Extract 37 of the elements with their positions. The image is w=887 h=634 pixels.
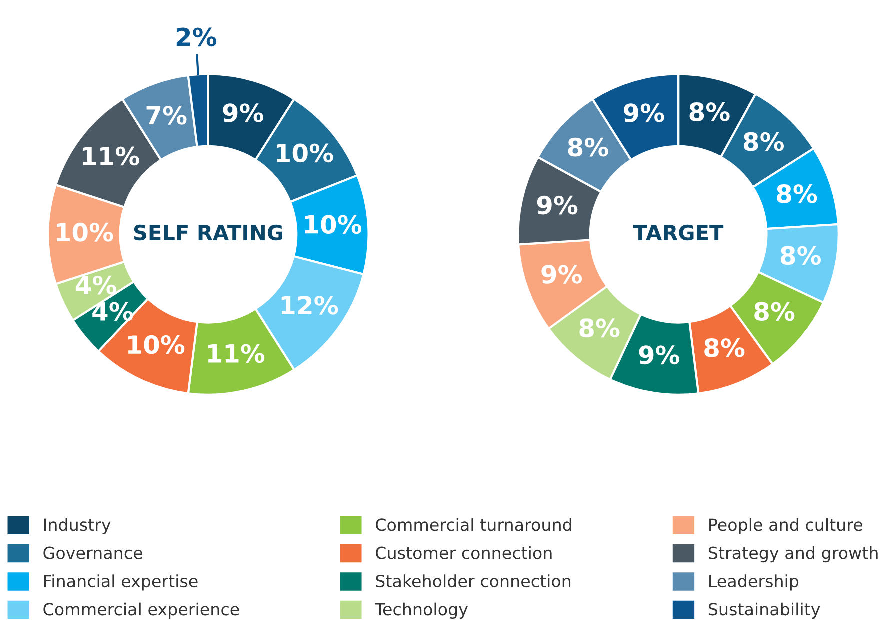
data-label: 9% [542,265,582,284]
data-label: 8% [568,138,608,157]
data-label: 8% [780,246,822,266]
data-label: 4% [76,276,116,295]
data-label: 7% [146,106,187,125]
legend-label: Industry [44,518,111,534]
data-label: 8% [754,302,795,322]
legend-label: Governance [44,546,142,560]
legend-label: Strategy and growth [708,546,878,563]
legend-label: Technology [375,602,468,619]
text: TARGET [634,224,724,241]
data-label: 11% [83,146,140,166]
data-label: 9% [639,346,680,365]
data-label: 9% [624,104,664,123]
data-label: 10% [305,215,362,234]
legend-label: Commercial experience [44,602,240,619]
data-label: 8% [690,102,730,122]
legend-label: People and culture [710,518,863,534]
data-label: 10% [57,222,114,242]
data-label: 8% [580,318,620,338]
text: SELF RATING [134,224,282,241]
data-label: 9% [537,196,578,215]
data-label: 12% [282,296,338,315]
legend-label: Financial expertise [44,574,198,591]
data-label: 8% [704,338,745,358]
data-label: 8% [744,132,784,152]
data-label: 11% [208,344,265,364]
data-label: 2% [176,28,217,47]
legend-label: Sustainability [708,602,820,619]
legend-label: Commercial turnaround [376,518,572,532]
legend-label: Leadership [710,574,799,591]
data-label: 9% [223,104,264,123]
legend-label: Customer connection [376,546,552,560]
legend-label: Stakeholder connection [376,574,571,588]
data-label: 10% [277,144,334,163]
data-label: 8% [777,184,818,204]
data-label: 10% [128,335,185,354]
